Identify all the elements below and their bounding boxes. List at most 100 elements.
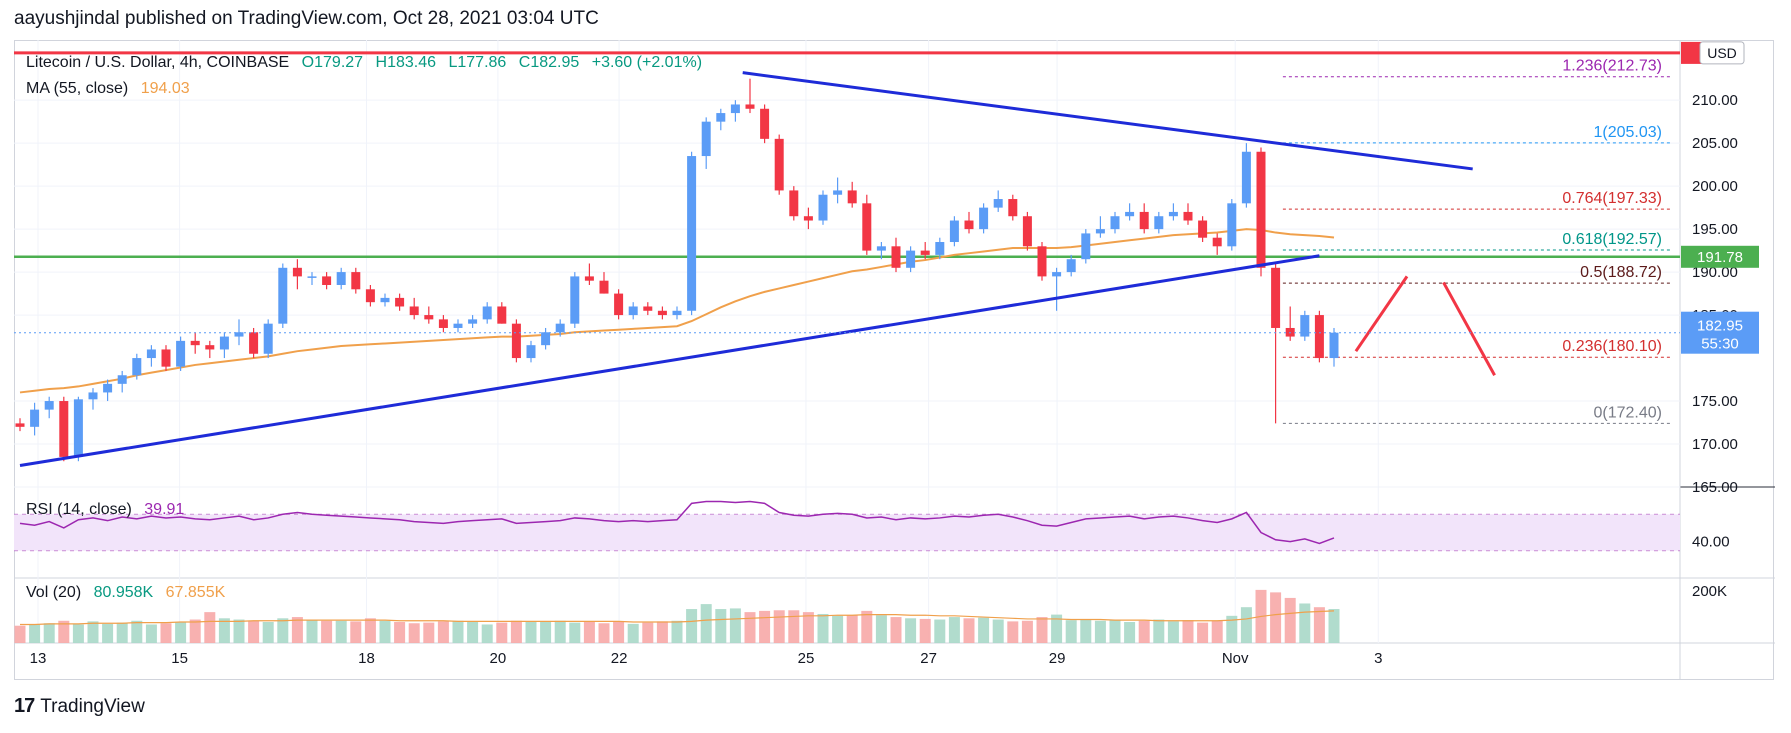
candle-body	[803, 216, 813, 221]
fib-level-label: 0(172.40)	[1594, 404, 1663, 421]
volume-bar	[364, 618, 376, 643]
candle-body	[497, 306, 507, 324]
volume-bar	[1065, 620, 1077, 643]
currency-label: USD	[1707, 45, 1737, 61]
candle-body	[205, 345, 215, 350]
candle-body	[1256, 151, 1266, 268]
volume-bar	[1109, 619, 1121, 643]
candle-body	[351, 272, 361, 290]
y-tick-label: 200.00	[1692, 178, 1738, 195]
volume-bar	[1080, 619, 1092, 643]
candle-body	[453, 323, 463, 328]
candle-body	[438, 319, 448, 328]
volume-bar	[116, 622, 128, 643]
volume-bar	[1153, 619, 1165, 643]
volume-bar	[14, 625, 26, 643]
candle-body	[1329, 332, 1339, 359]
x-tick-label: Nov	[1222, 650, 1249, 667]
y-tick-label: 170.00	[1692, 436, 1738, 453]
volume-bar	[1051, 614, 1063, 643]
candle-body	[570, 276, 580, 324]
candle-body	[249, 332, 259, 354]
candle-body	[380, 297, 390, 303]
volume-bar	[204, 612, 216, 643]
rsi-band	[14, 514, 1680, 551]
volume-bar	[992, 619, 1004, 643]
volume-bar	[875, 615, 887, 643]
volume-bar	[554, 620, 566, 643]
candle-body	[993, 199, 1003, 208]
candle-body	[730, 104, 740, 114]
fib-level-label: 0.236(180.10)	[1562, 338, 1662, 355]
candle-body	[1241, 151, 1251, 204]
candle-body	[146, 349, 156, 359]
volume-bar	[1094, 620, 1106, 643]
volume-bar	[233, 619, 245, 643]
volume-bar	[1226, 615, 1238, 643]
candle-body	[541, 332, 551, 346]
candle-body	[117, 375, 127, 384]
x-tick-label: 3	[1374, 650, 1382, 667]
volume-bar	[1284, 597, 1296, 643]
candle-body	[511, 323, 521, 359]
ohlc-legend: Litecoin / U.S. Dollar, 4h, COINBASE O17…	[26, 54, 710, 72]
candle-body	[1037, 246, 1047, 277]
current-price-label: 182.95	[1697, 318, 1743, 335]
candle-body	[599, 280, 609, 294]
candle-body	[920, 250, 930, 255]
candle-body	[103, 383, 113, 393]
volume-bar	[58, 620, 70, 643]
candle-body	[161, 349, 171, 367]
volume-bar	[598, 623, 610, 643]
volume-bar	[437, 621, 449, 643]
rsi-value: 39.91	[144, 501, 185, 518]
volume-bar	[934, 619, 946, 643]
volume-bar	[408, 623, 420, 643]
tradingview-logo-icon: 17	[14, 695, 35, 717]
volume-bar	[846, 615, 858, 643]
y-tick-label: 210.00	[1692, 92, 1738, 109]
candle-body	[1154, 216, 1164, 230]
high-value: H183.46	[375, 54, 437, 71]
trendline-upper	[742, 71, 1473, 171]
ma-value: 194.03	[140, 80, 190, 97]
currency-box	[1699, 41, 1745, 65]
candle-body	[833, 190, 843, 195]
volume-bar	[467, 622, 479, 643]
volume-ma-line	[20, 610, 1335, 626]
x-tick-label: 15	[171, 650, 188, 667]
volume-bar	[423, 622, 435, 643]
volume-legend: Vol (20) 80.958K 67.855K	[26, 584, 233, 602]
volume-bar	[43, 623, 55, 643]
volume-bar	[218, 618, 230, 643]
candle-body	[1008, 199, 1018, 217]
candle-body	[190, 340, 200, 346]
fib-level-label: 1.236(212.73)	[1562, 58, 1662, 75]
candle-body	[979, 207, 989, 230]
volume-bar	[1124, 622, 1136, 643]
publisher-line: aayushjindal published on TradingView.co…	[14, 8, 599, 29]
volume-ma-value: 67.855K	[165, 584, 226, 601]
volume-bar	[700, 604, 712, 643]
fib-level-label: 1(205.03)	[1594, 124, 1663, 141]
candle-body	[1022, 216, 1032, 247]
candle-body	[1227, 203, 1237, 247]
fib-level-label: 0.618(192.57)	[1562, 231, 1662, 248]
volume-bar	[394, 622, 406, 643]
ma-legend: MA (55, close) 194.03	[26, 80, 198, 98]
volume-bar	[627, 623, 639, 643]
volume-bar	[583, 621, 595, 643]
candle-body	[59, 401, 69, 457]
candle-body	[643, 306, 653, 311]
candle-body	[1271, 267, 1281, 328]
volume-bar	[1240, 607, 1252, 643]
candle-body	[1095, 229, 1105, 234]
volume-bar	[350, 621, 362, 643]
support-price-tag	[1681, 245, 1759, 268]
candle-body	[687, 156, 697, 311]
y-tick-label: 165.00	[1692, 479, 1738, 496]
volume-bar	[481, 624, 493, 643]
candle-body	[906, 250, 916, 268]
volume-bar	[642, 622, 654, 643]
